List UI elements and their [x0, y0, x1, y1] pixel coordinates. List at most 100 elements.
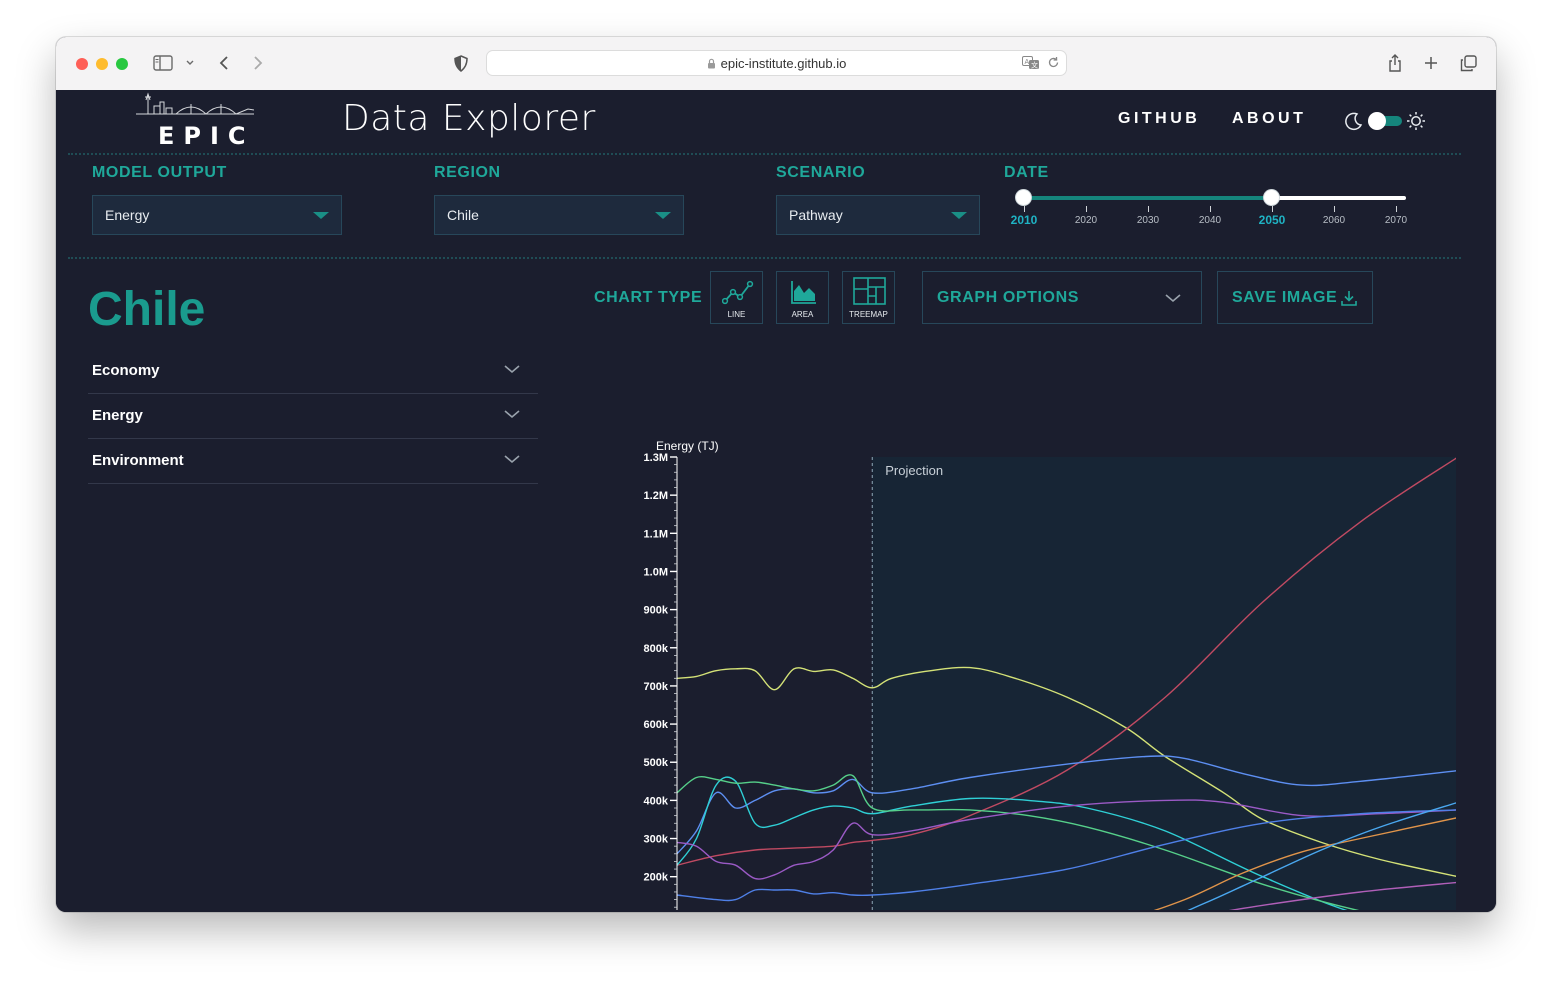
slider-tick — [1024, 206, 1025, 212]
chevron-down-icon — [504, 455, 520, 464]
svg-text:文: 文 — [1031, 61, 1038, 70]
series-line-8 — [1153, 817, 1456, 910]
sun-icon — [1407, 112, 1425, 130]
y-tick-label: 600k — [644, 719, 669, 731]
zoom-window-button[interactable] — [116, 58, 128, 70]
region-title: Chile — [88, 283, 206, 336]
line-chart-icon — [722, 280, 754, 305]
region-label: REGION — [434, 164, 501, 181]
skyline-logo-icon — [136, 92, 255, 115]
slider-start-handle[interactable] — [1016, 190, 1031, 205]
y-tick-label: 1.3M — [644, 452, 668, 464]
nav-link-about[interactable]: ABOUT — [1232, 110, 1307, 127]
y-tick-label: 1.1M — [644, 528, 668, 540]
slider-tick-label: 2060 — [1322, 215, 1346, 226]
series-line-2 — [676, 457, 1456, 866]
chevron-down-icon — [504, 365, 520, 374]
slider-tick — [1210, 206, 1211, 212]
slider-tick-label: 2020 — [1074, 215, 1098, 226]
series-line-5 — [676, 774, 1360, 910]
accordion-energy[interactable]: Energy — [88, 394, 538, 439]
caret-down-icon — [313, 212, 329, 219]
reload-icon[interactable] — [1047, 56, 1060, 74]
chart-type-area-label: AREA — [791, 310, 814, 319]
region-value: Chile — [447, 207, 479, 223]
slider-tick — [1272, 206, 1273, 212]
accordion-label: Energy — [92, 407, 143, 424]
y-tick-label: 300k — [644, 834, 669, 846]
energy-line-chart: Projection 0.0100k200k300k400k500k600k70… — [644, 439, 1456, 910]
back-icon[interactable] — [216, 51, 232, 75]
svg-text:A: A — [1025, 59, 1030, 66]
scenario-select[interactable]: Pathway — [776, 195, 980, 235]
y-tick-label: 1.2M — [644, 490, 668, 502]
epic-logo[interactable]: EPIC — [136, 92, 255, 150]
series-line-6 — [676, 799, 1456, 880]
save-image-button[interactable]: SAVE IMAGE — [1217, 271, 1373, 324]
chart-type-label: CHART TYPE — [594, 289, 703, 306]
selectors-divider — [68, 257, 1461, 259]
slider-tick — [1396, 206, 1397, 212]
model-output-value: Energy — [105, 207, 150, 223]
shield-icon[interactable] — [452, 51, 470, 75]
y-tick-label: 200k — [644, 872, 669, 884]
chart-type-area-button[interactable]: AREA — [776, 271, 829, 324]
lock-icon — [707, 58, 715, 69]
page-title: Data Explorer — [342, 98, 596, 139]
y-axis-label: Energy (TJ) — [656, 439, 719, 453]
slider-tick — [1148, 206, 1149, 212]
slider-tick-label: 2070 — [1384, 215, 1408, 226]
series-line-1 — [676, 666, 1456, 877]
nav-link-github[interactable]: GITHUB — [1118, 110, 1201, 127]
tab-overview-icon[interactable] — [1458, 51, 1478, 75]
accordion-label: Economy — [92, 362, 160, 379]
app-page: EPIC Data Explorer GITHUB ABOUT MODEL OU… — [56, 90, 1496, 912]
y-tick-label: 1.0M — [644, 566, 668, 578]
region-select[interactable]: Chile — [434, 195, 684, 235]
series-line-10 — [1228, 881, 1456, 910]
accordion-label: Environment — [92, 452, 184, 469]
slider-tick-label: 2050 — [1258, 213, 1286, 227]
y-tick-label: 900k — [644, 605, 669, 617]
slider-tick-label: 2040 — [1198, 215, 1222, 226]
download-icon — [1341, 291, 1357, 306]
model-output-select[interactable]: Energy — [92, 195, 342, 235]
y-tick-label: 500k — [644, 757, 669, 769]
accordion-economy[interactable]: Economy — [88, 349, 538, 394]
forward-icon[interactable] — [250, 51, 266, 75]
area-chart-icon — [791, 281, 816, 304]
accordion-environment[interactable]: Environment — [88, 439, 538, 484]
slider-tick — [1086, 206, 1087, 212]
slider-end-handle[interactable] — [1264, 190, 1279, 205]
header-divider — [68, 153, 1461, 155]
share-icon[interactable] — [1386, 51, 1404, 75]
projection-label: Projection — [885, 463, 943, 478]
graph-options-label: GRAPH OPTIONS — [937, 289, 1080, 306]
chart-type-treemap-button[interactable]: TREEMAP — [842, 271, 895, 324]
y-tick-label: 700k — [644, 681, 669, 693]
slider-tick-label: 2010 — [1010, 213, 1038, 227]
chart-type-line-button[interactable]: LINE — [710, 271, 763, 324]
scenario-label: SCENARIO — [776, 164, 866, 181]
series-line-3 — [676, 755, 1456, 855]
y-tick-label: 800k — [644, 643, 669, 655]
save-image-label: SAVE IMAGE — [1232, 289, 1338, 306]
slider-tick-label: 2030 — [1136, 215, 1160, 226]
theme-toggle[interactable] — [1344, 110, 1425, 132]
graph-options-dropdown[interactable]: GRAPH OPTIONS — [922, 271, 1202, 324]
slider-range-fill — [1022, 196, 1272, 200]
scenario-value: Pathway — [789, 207, 843, 223]
sidebar-toggle-icon[interactable] — [152, 51, 174, 75]
series-line-9 — [1187, 802, 1456, 910]
caret-down-icon — [655, 212, 671, 219]
model-output-label: MODEL OUTPUT — [92, 164, 227, 181]
chevron-down-icon[interactable] — [184, 51, 196, 75]
minimize-window-button[interactable] — [96, 58, 108, 70]
moon-icon — [1345, 112, 1363, 131]
new-tab-icon[interactable] — [1422, 51, 1440, 75]
close-window-button[interactable] — [76, 58, 88, 70]
